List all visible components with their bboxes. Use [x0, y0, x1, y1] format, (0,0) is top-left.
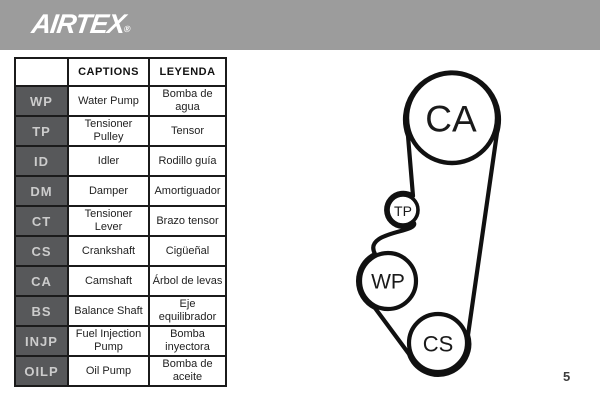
- abbr-cell: CT: [14, 205, 69, 237]
- caption-cell: Damper: [67, 175, 150, 207]
- caption-cell: Tensioner Lever: [67, 205, 150, 237]
- table-row: INJP Fuel Injection Pump Bomba inyectora: [14, 325, 227, 357]
- leyenda-cell: Bomba de agua: [148, 85, 227, 117]
- leyenda-column-header: LEYENDA: [148, 57, 227, 87]
- table-row: CS Crankshaft Cigüeñal: [14, 235, 227, 267]
- leyenda-cell: Brazo tensor: [148, 205, 227, 237]
- caption-cell: Crankshaft: [67, 235, 150, 267]
- pulley-camshaft-label: CA: [425, 99, 477, 140]
- table-row: CA Camshaft Árbol de levas: [14, 265, 227, 297]
- legend-corner-cell: [14, 57, 69, 87]
- pulley-waterpump-circle: [357, 250, 419, 312]
- caption-cell: Idler: [67, 145, 150, 177]
- abbr-cell: OILP: [14, 355, 69, 387]
- caption-cell: Water Pump: [67, 85, 150, 117]
- abbr-cell: TP: [14, 115, 69, 147]
- abbr-cell: WP: [14, 85, 69, 117]
- captions-column-header: CAPTIONS: [67, 57, 150, 87]
- caption-cell: Oil Pump: [67, 355, 150, 387]
- leyenda-cell: Tensor: [148, 115, 227, 147]
- leyenda-cell: Cigüeñal: [148, 235, 227, 267]
- table-row: WP Water Pump Bomba de agua: [14, 85, 227, 117]
- leyenda-cell: Árbol de levas: [148, 265, 227, 297]
- page-number: 5: [563, 369, 572, 384]
- table-row: CT Tensioner Lever Brazo tensor: [14, 205, 227, 237]
- leyenda-cell: Amortiguador: [148, 175, 227, 207]
- leyenda-cell: Bomba inyectora: [148, 325, 227, 357]
- abbr-cell: CS: [14, 235, 69, 267]
- leyenda-cell: Rodillo guía: [148, 145, 227, 177]
- legend-header-row: CAPTIONS LEYENDA: [14, 57, 227, 87]
- table-row: TP Tensioner Pulley Tensor: [14, 115, 227, 147]
- abbr-cell: INJP: [14, 325, 69, 357]
- table-row: ID Idler Rodillo guía: [14, 145, 227, 177]
- pulley-crankshaft-circle: [406, 311, 470, 375]
- pulley-camshaft-circle: [404, 70, 500, 166]
- pulley-crankshaft-label: CS: [423, 332, 454, 357]
- abbr-cell: ID: [14, 145, 69, 177]
- legend-table: CAPTIONS LEYENDA WP Water Pump Bomba de …: [14, 57, 227, 387]
- caption-cell: Balance Shaft: [67, 295, 150, 327]
- pulley-tensioner-label: TP: [394, 203, 412, 219]
- pulley-waterpump-label: WP: [371, 271, 405, 294]
- caption-cell: Fuel Injection Pump: [67, 325, 150, 357]
- abbr-cell: DM: [14, 175, 69, 207]
- table-row: OILP Oil Pump Bomba de aceite: [14, 355, 227, 387]
- table-row: DM Damper Amortiguador: [14, 175, 227, 207]
- abbr-cell: CA: [14, 265, 69, 297]
- leyenda-cell: Eje equilibrador: [148, 295, 227, 327]
- caption-cell: Camshaft: [67, 265, 150, 297]
- table-row: BS Balance Shaft Eje equilibrador: [14, 295, 227, 327]
- pulley-tensioner-circle: [386, 193, 420, 227]
- caption-cell: Tensioner Pulley: [67, 115, 150, 147]
- abbr-cell: BS: [14, 295, 69, 327]
- header-bar: AIRTEX®: [0, 0, 600, 50]
- leyenda-cell: Bomba de aceite: [148, 355, 227, 387]
